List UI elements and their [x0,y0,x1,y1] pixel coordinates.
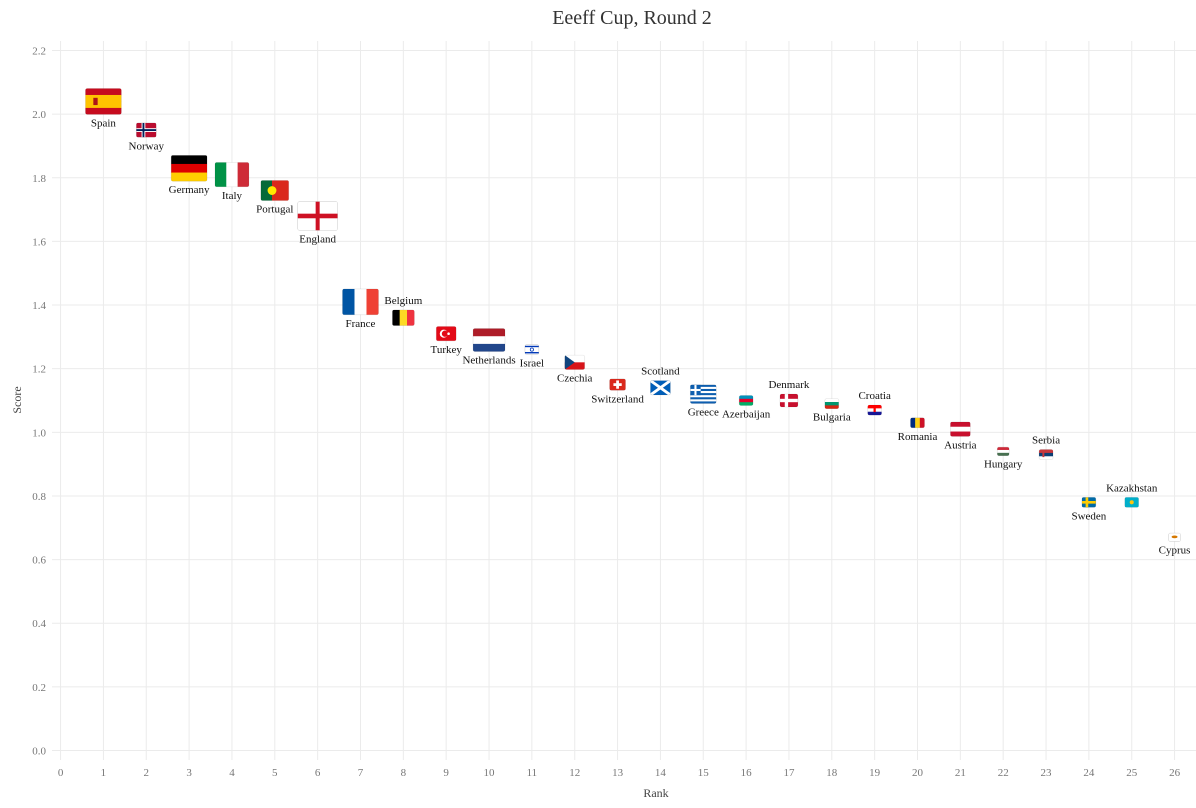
flag-marker-serbia [1038,449,1054,460]
x-tick-label: 19 [869,767,881,779]
point-label: Norway [129,140,165,152]
x-tick-label: 6 [315,767,321,779]
flag-marker-switzerland [609,378,626,391]
flag-marker-england [297,201,338,231]
flag-marker-italy [214,162,250,188]
x-tick-label: 9 [443,767,449,779]
x-tick-label: 23 [1041,767,1053,779]
point-label: Netherlands [462,355,515,367]
y-tick-label: 0.0 [32,745,46,757]
flag-marker-scotland [650,380,671,396]
point-label: Hungary [984,459,1023,471]
point-label: Portugal [256,204,293,216]
y-tick-label: 0.6 [32,555,46,567]
x-tick-label: 13 [612,767,624,779]
point-label: Greece [688,406,719,418]
tick-labels: 0 1 2 3 4 5 6 7 8 9 10 11 12 13 14 15 16 17 18 19 20 21 22 23 24… [32,46,1180,779]
flag-marker-azerbaijan [738,395,754,406]
y-tick-label: 0.4 [32,618,46,630]
y-tick-label: 2.0 [32,109,46,121]
chart-title: Eeeff Cup, Round 2 [552,7,712,29]
x-tick-label: 15 [698,767,710,779]
flag-marker-hungary [996,446,1010,457]
x-tick-label: 24 [1083,767,1095,779]
y-tick-label: 1.0 [32,427,46,439]
flag-marker-croatia [867,404,882,416]
flag-marker-france [342,288,379,316]
x-axis-label: Rank [643,786,668,800]
point-label: Azerbaijan [722,409,771,421]
y-tick-label: 0.2 [32,682,46,694]
point-label: Cyprus [1159,545,1191,557]
y-tick-label: 2.2 [32,46,46,58]
x-tick-label: 26 [1169,767,1181,779]
point-label: Denmark [768,379,809,391]
gridlines [52,41,1196,760]
x-tick-label: 8 [401,767,407,779]
x-tick-label: 3 [186,767,192,779]
point-label: Romania [898,431,938,443]
point-label: England [299,233,336,245]
flag-marker-greece [689,384,717,404]
flag-marker-netherlands [472,328,506,352]
x-tick-label: 16 [741,767,753,779]
point-label: France [346,318,376,330]
flag-marker-norway [135,122,157,138]
y-tick-label: 1.8 [32,173,46,185]
point-label: Czechia [557,373,593,385]
point-label: Italy [222,190,243,202]
flag-marker-sweden [1081,496,1097,508]
data-points: Spain Norway Germany Italy Portugal England Fr… [85,88,1191,557]
y-tick-label: 1.2 [32,364,46,376]
y-tick-label: 1.6 [32,236,46,248]
point-label: Switzerland [591,393,644,405]
x-tick-label: 1 [101,767,107,779]
point-label: Austria [944,439,977,451]
point-label: Scotland [641,366,680,378]
flag-marker-turkey [435,326,457,342]
flag-marker-denmark [779,393,799,408]
y-tick-label: 0.8 [32,491,46,503]
x-tick-label: 2 [144,767,150,779]
point-label: Israel [520,358,544,370]
x-tick-label: 20 [912,767,924,779]
point-label: Bulgaria [813,412,851,424]
flag-marker-austria [950,421,971,437]
flag-marker-cyprus [1168,532,1181,542]
x-tick-label: 18 [826,767,838,779]
flag-marker-germany [170,155,208,182]
point-label: Sweden [1071,510,1106,522]
x-tick-label: 14 [655,767,667,779]
x-tick-label: 25 [1126,767,1138,779]
x-tick-label: 10 [484,767,496,779]
flag-marker-kazakhstan [1124,496,1140,508]
point-label: Turkey [430,344,462,356]
x-tick-label: 17 [783,767,795,779]
point-label: Spain [91,117,117,129]
flag-marker-bulgaria [824,398,840,410]
point-label: Kazakhstan [1106,482,1158,494]
x-tick-label: 12 [569,767,580,779]
x-tick-label: 0 [58,767,64,779]
x-tick-label: 11 [527,767,538,779]
flag-marker-belgium [392,309,415,326]
y-axis-label: Score [10,386,24,413]
point-label: Serbia [1032,435,1060,447]
point-label: Germany [169,184,210,196]
x-tick-label: 22 [998,767,1009,779]
flag-marker-portugal [260,180,290,201]
y-tick-label: 1.4 [32,300,46,312]
flag-marker-israel [524,344,540,355]
x-tick-label: 21 [955,767,966,779]
flag-marker-spain [85,88,122,115]
x-tick-label: 4 [229,767,235,779]
flag-marker-romania [910,417,925,429]
point-label: Croatia [858,390,890,402]
x-tick-label: 7 [358,767,364,779]
x-tick-label: 5 [272,767,278,779]
flag-marker-czechia [564,354,586,370]
point-label: Belgium [384,295,422,307]
